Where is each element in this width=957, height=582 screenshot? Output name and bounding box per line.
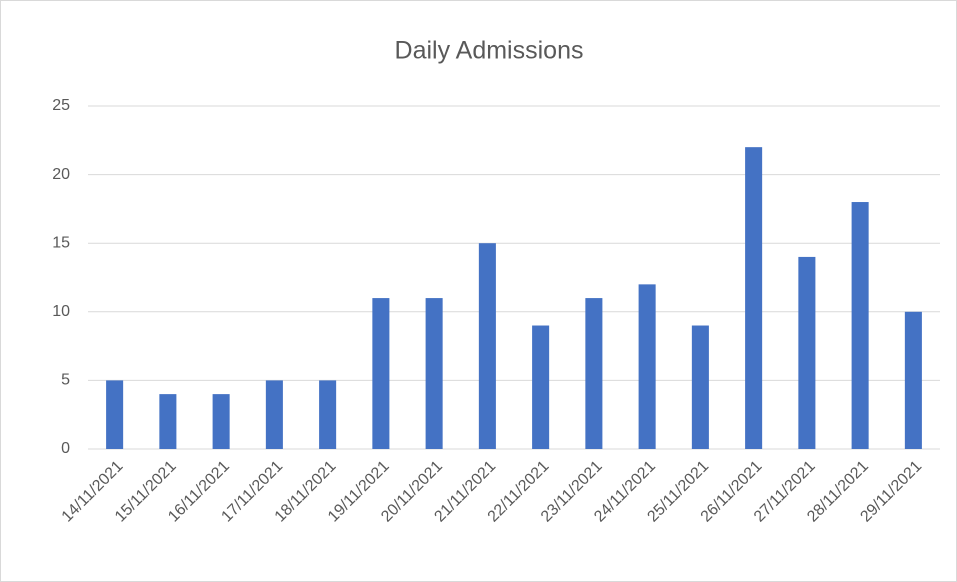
bar <box>851 202 869 449</box>
y-tick-label: 10 <box>52 303 70 320</box>
y-tick-label: 0 <box>61 440 70 457</box>
bar <box>798 256 816 449</box>
bar <box>212 394 230 449</box>
bar <box>745 147 763 449</box>
bar <box>478 243 496 449</box>
y-tick-label: 5 <box>61 372 70 389</box>
bar <box>638 284 656 449</box>
bar <box>691 325 709 449</box>
y-tick-label: 20 <box>52 166 70 183</box>
bar <box>904 311 922 449</box>
bar <box>106 380 124 449</box>
bar <box>159 394 177 449</box>
y-tick-label: 15 <box>52 234 70 251</box>
bar <box>319 380 337 449</box>
y-tick-label: 25 <box>52 97 70 114</box>
bar <box>425 298 443 449</box>
chart-title: Daily Admissions <box>395 37 584 65</box>
bar <box>585 298 603 449</box>
bar <box>265 380 283 449</box>
bar <box>532 325 550 449</box>
bar <box>372 298 390 449</box>
